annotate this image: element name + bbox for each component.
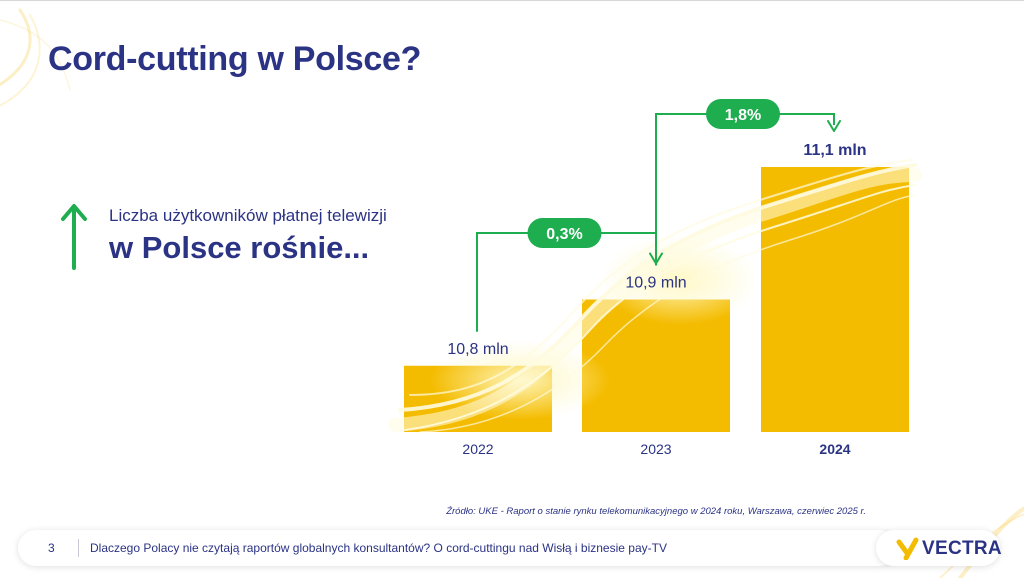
- page-number: 3: [48, 541, 55, 555]
- growth-badge-label: 1,8%: [725, 107, 761, 124]
- value-label-2023: 10,9 mln: [625, 275, 686, 292]
- value-label-2024: 11,1 mln: [803, 142, 866, 159]
- logo-text: VECTRA: [922, 538, 1002, 559]
- growth-badge: [706, 99, 780, 129]
- value-label-2022: 10,8 mln: [447, 341, 508, 358]
- subtitle-small: Liczba użytkowników płatnej telewizji: [109, 206, 387, 225]
- growth-arrow-icon: [827, 120, 841, 132]
- footer-bar: 3 Dlaczego Polacy nie czytają raportów g…: [18, 530, 898, 566]
- vectra-logo: VECTRA: [876, 530, 1002, 566]
- subtitle-big: w Polsce rośnie...: [109, 230, 370, 265]
- growth-badge-label: 0,3%: [546, 226, 582, 243]
- category-label-2023: 2023: [640, 441, 671, 457]
- arrow-up-icon: [61, 204, 87, 270]
- footer-text: Dlaczego Polacy nie czytają raportów glo…: [90, 541, 667, 555]
- top-border: [0, 0, 1024, 1]
- growth-badge: [527, 218, 602, 248]
- category-label-2022: 2022: [462, 441, 493, 457]
- swirl-line: [419, 194, 916, 433]
- bar-glow: [600, 235, 760, 325]
- category-label-2024: 2024: [819, 441, 850, 457]
- source-note: Źródło: UKE - Raport o stanie rynku tele…: [446, 506, 866, 517]
- slide-title: Cord-cutting w Polsce?: [48, 40, 422, 78]
- footer-divider: [78, 539, 79, 557]
- swirl-line: [388, 168, 922, 432]
- vectra-logo-icon: [896, 537, 919, 560]
- swirl-line: [404, 184, 916, 431]
- swirl-line: [409, 159, 913, 396]
